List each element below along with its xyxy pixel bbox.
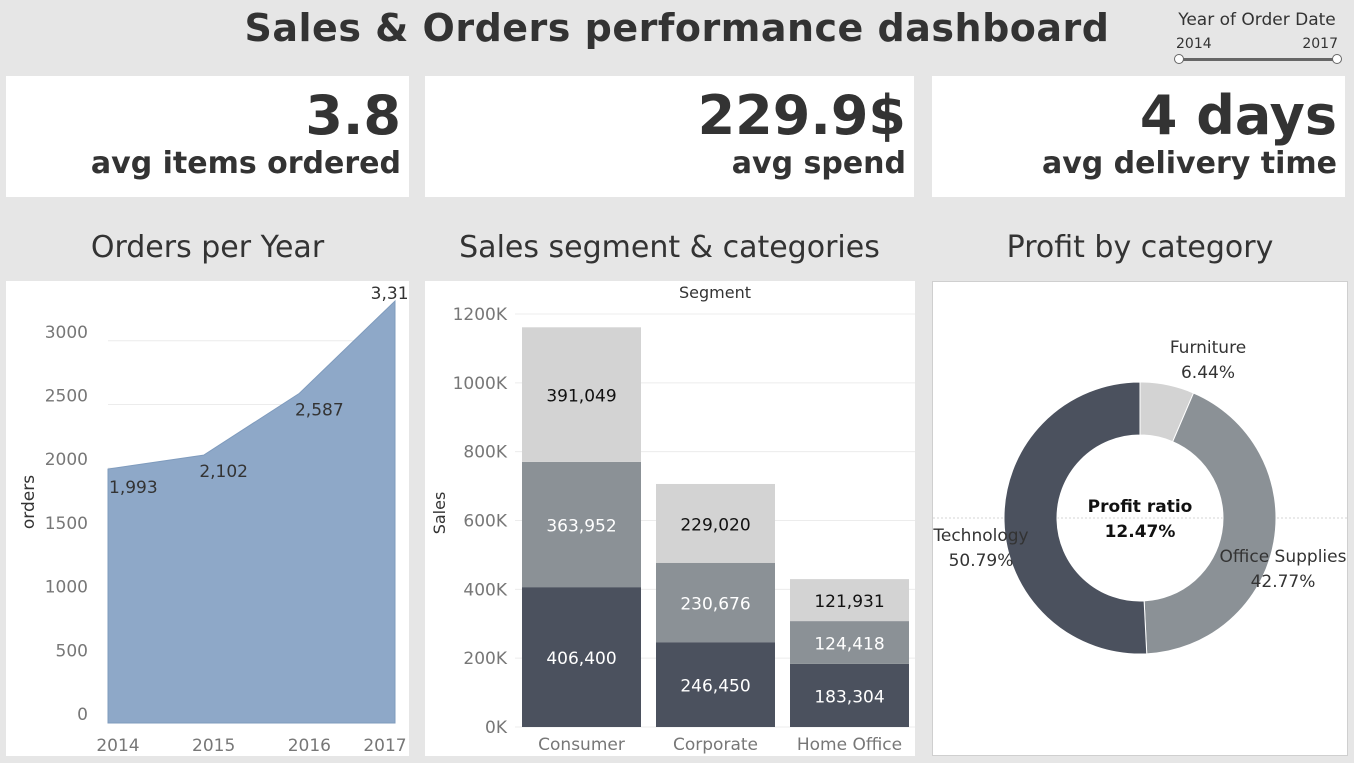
y-tick-label: 800K xyxy=(463,443,507,463)
slice-value-label: 42.77% xyxy=(1251,572,1316,592)
x-tick-label: 2016 xyxy=(288,736,331,756)
profit-donut-chart: Furniture 6.44% Office Supplies 42.77% Techn… xyxy=(932,338,1347,655)
bar-segment xyxy=(656,562,775,643)
slice-name-label: Office Supplies xyxy=(1220,547,1347,567)
y-tick-label: 3000 xyxy=(45,323,88,343)
y-tick-label: 1500 xyxy=(45,514,88,534)
bar-value-label: 391,049 xyxy=(546,387,616,407)
sales-stacked-bar-chart: Segment 0K 200K 400K 600K 800K 1000K 1200K Sales… xyxy=(430,283,915,755)
year-range-filter[interactable]: Year of Order Date 2014 2017 xyxy=(1168,10,1346,64)
data-label: 2,102 xyxy=(199,462,248,482)
data-label: 3,312 xyxy=(371,284,409,304)
slice-name-label: Furniture xyxy=(1170,338,1246,358)
kpi-value: 4 days xyxy=(1139,84,1337,147)
bar-segment xyxy=(656,483,775,563)
orders-chart-panel: 0 500 1000 1500 2000 2500 3000 orders 2014 2015 20… xyxy=(6,281,419,756)
filter-min-label: 2014 xyxy=(1176,36,1212,52)
x-tick-label: Consumer xyxy=(538,735,625,755)
profit-panel-title: Profit by category xyxy=(1006,230,1274,265)
slice-value-label: 50.79% xyxy=(949,551,1014,571)
kpi-card-delivery: 4 days avg delivery time xyxy=(932,76,1345,197)
range-slider-max-handle[interactable] xyxy=(1332,54,1342,64)
profit-chart-panel: Furniture 6.44% Office Supplies 42.77% Techn… xyxy=(932,281,1348,756)
y-axis-label: orders xyxy=(19,475,39,529)
data-label: 2,587 xyxy=(295,400,344,420)
bar-segment xyxy=(522,461,641,588)
y-tick-label: 1000 xyxy=(45,578,88,598)
y-tick-label: 600K xyxy=(463,512,507,532)
kpi-label: avg spend xyxy=(731,146,906,181)
slice-name-label: Technology xyxy=(933,526,1029,546)
range-slider-line xyxy=(1178,58,1338,61)
data-label: 1,993 xyxy=(109,478,158,498)
sales-chart-panel: Segment 0K 200K 400K 600K 800K 1000K 1200K Sales… xyxy=(425,281,915,756)
kpi-label: avg items ordered xyxy=(90,146,401,181)
y-tick-label: 0K xyxy=(485,718,508,738)
kpi-value: 3.8 xyxy=(305,84,401,147)
kpi-card-spend: 229.9$ avg spend xyxy=(425,76,914,197)
kpi-value: 229.9$ xyxy=(697,84,906,147)
bar-value-label: 230,676 xyxy=(680,594,750,614)
bar-value-label: 124,418 xyxy=(814,635,884,655)
sales-panel-title: Sales segment & categories xyxy=(459,230,880,265)
kpi-card-items: 3.8 avg items ordered xyxy=(6,76,409,197)
y-tick-label: 200K xyxy=(463,649,507,669)
x-tick-label: Home Office xyxy=(797,735,902,755)
y-tick-label: 2500 xyxy=(45,386,88,406)
x-tick-label: Corporate xyxy=(673,735,758,755)
orders-area-chart: 0 500 1000 1500 2000 2500 3000 orders 2014 2015 20… xyxy=(19,284,419,756)
bar-value-label: 406,400 xyxy=(546,649,616,669)
orders-panel-title: Orders per Year xyxy=(90,230,325,265)
x-tick-label: 2014 xyxy=(96,736,139,756)
center-label: Profit ratio xyxy=(1088,497,1193,517)
x-tick-label: 2015 xyxy=(192,736,235,756)
bar-value-label: 229,020 xyxy=(680,515,750,535)
bar-segment xyxy=(522,327,641,462)
bar-segment xyxy=(790,579,909,622)
bar-segment xyxy=(790,621,909,664)
orders-area xyxy=(107,299,396,724)
bar-value-label: 121,931 xyxy=(814,592,884,612)
y-tick-label: 1000K xyxy=(453,374,508,394)
column-header: Segment xyxy=(679,283,751,302)
kpi-label: avg delivery time xyxy=(1041,146,1337,181)
center-value: 12.47% xyxy=(1105,522,1176,542)
y-tick-label: 500 xyxy=(56,641,88,661)
bar-segment xyxy=(790,663,909,727)
slice-value-label: 6.44% xyxy=(1181,363,1235,383)
bar-value-label: 363,952 xyxy=(546,517,616,537)
y-tick-label: 400K xyxy=(463,580,507,600)
x-tick-label: 2017 xyxy=(363,736,406,756)
donut-slice xyxy=(1003,381,1148,655)
y-tick-label: 0 xyxy=(77,705,88,725)
y-tick-label: 2000 xyxy=(45,450,88,470)
bar-segment xyxy=(522,587,641,727)
donut-slice xyxy=(1143,392,1277,655)
range-slider-min-handle[interactable] xyxy=(1174,54,1184,64)
y-axis-label: Sales xyxy=(430,492,449,535)
filter-title: Year of Order Date xyxy=(1178,10,1336,30)
bar-value-label: 246,450 xyxy=(680,677,750,697)
page-title: Sales & Orders performance dashboard xyxy=(244,6,1110,50)
filter-max-label: 2017 xyxy=(1302,36,1338,52)
range-slider-track[interactable] xyxy=(1174,54,1342,64)
bar-value-label: 183,304 xyxy=(814,687,884,707)
bar-segment xyxy=(656,642,775,727)
y-tick-label: 1200K xyxy=(453,305,508,325)
